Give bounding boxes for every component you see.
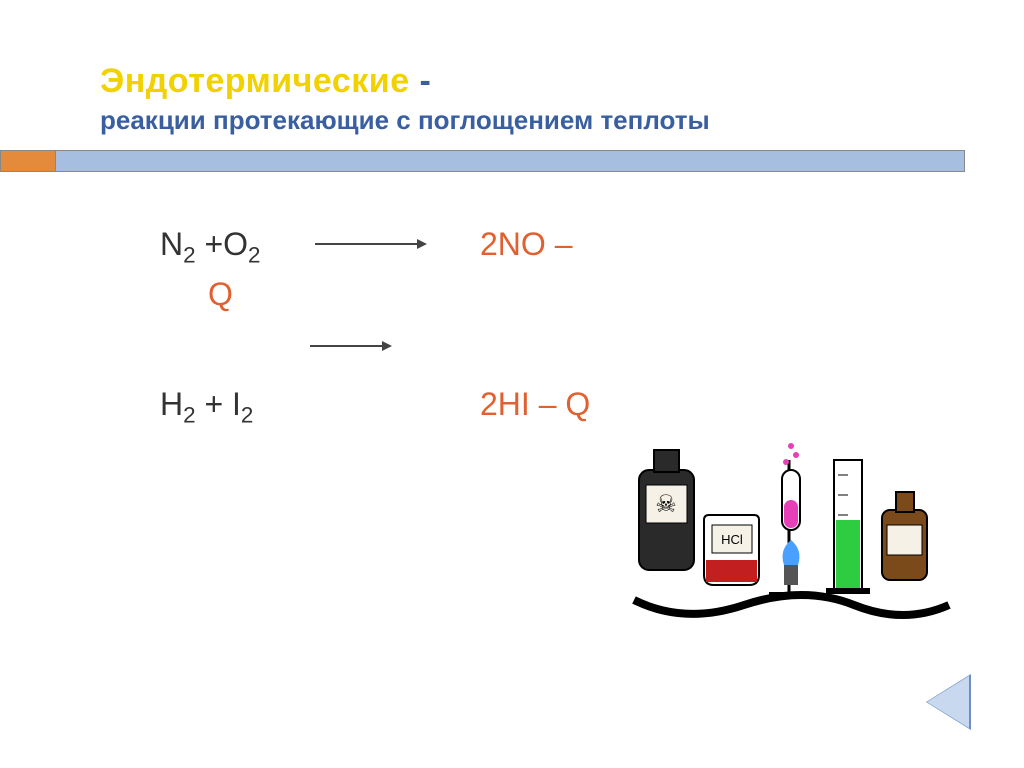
eq1-q: Q [208, 275, 860, 313]
eq2-sub2: 2 [241, 402, 253, 427]
eq2-H: H [160, 386, 183, 422]
title-line-2: реакции протекающие с поглощением теплот… [100, 105, 900, 136]
eq1-plus-O: +O [196, 226, 248, 262]
arrow-icon [315, 243, 425, 245]
eq1-N: N [160, 226, 183, 262]
eq1-rhs: 2NO – [480, 225, 572, 263]
nav-back-button[interactable] [927, 676, 969, 728]
lab-glassware-illustration: ☠ HCl [624, 400, 954, 630]
svg-text:☠: ☠ [655, 491, 677, 518]
divider-left [0, 150, 55, 172]
divider-right [55, 150, 965, 172]
equations-block: N2 +O2 2NO – Q H2 + I2 2HI – Q [160, 225, 860, 429]
eq1-product: 2NO [480, 226, 546, 262]
svg-text:HCl: HCl [721, 532, 743, 547]
eq2-sub1: 2 [183, 402, 195, 427]
title-word: Эндотермические [100, 62, 410, 100]
eq2-tail: – Q [530, 386, 590, 422]
equation-1: N2 +O2 2NO – Q [160, 225, 860, 315]
eq2-plus-I: + I [196, 386, 241, 422]
title-line-1: Эндотермические - [100, 62, 900, 101]
slide-title: Эндотермические - реакции протекающие с … [100, 62, 900, 136]
arrow-icon [310, 345, 390, 347]
eq1-sub1: 2 [183, 242, 195, 267]
eq1-sub2: 2 [248, 242, 260, 267]
eq1-dash: – [546, 226, 573, 262]
eq2-rhs: 2HI – Q [480, 385, 590, 423]
eq2-product: 2HI [480, 386, 530, 422]
title-dash: - [410, 62, 432, 100]
